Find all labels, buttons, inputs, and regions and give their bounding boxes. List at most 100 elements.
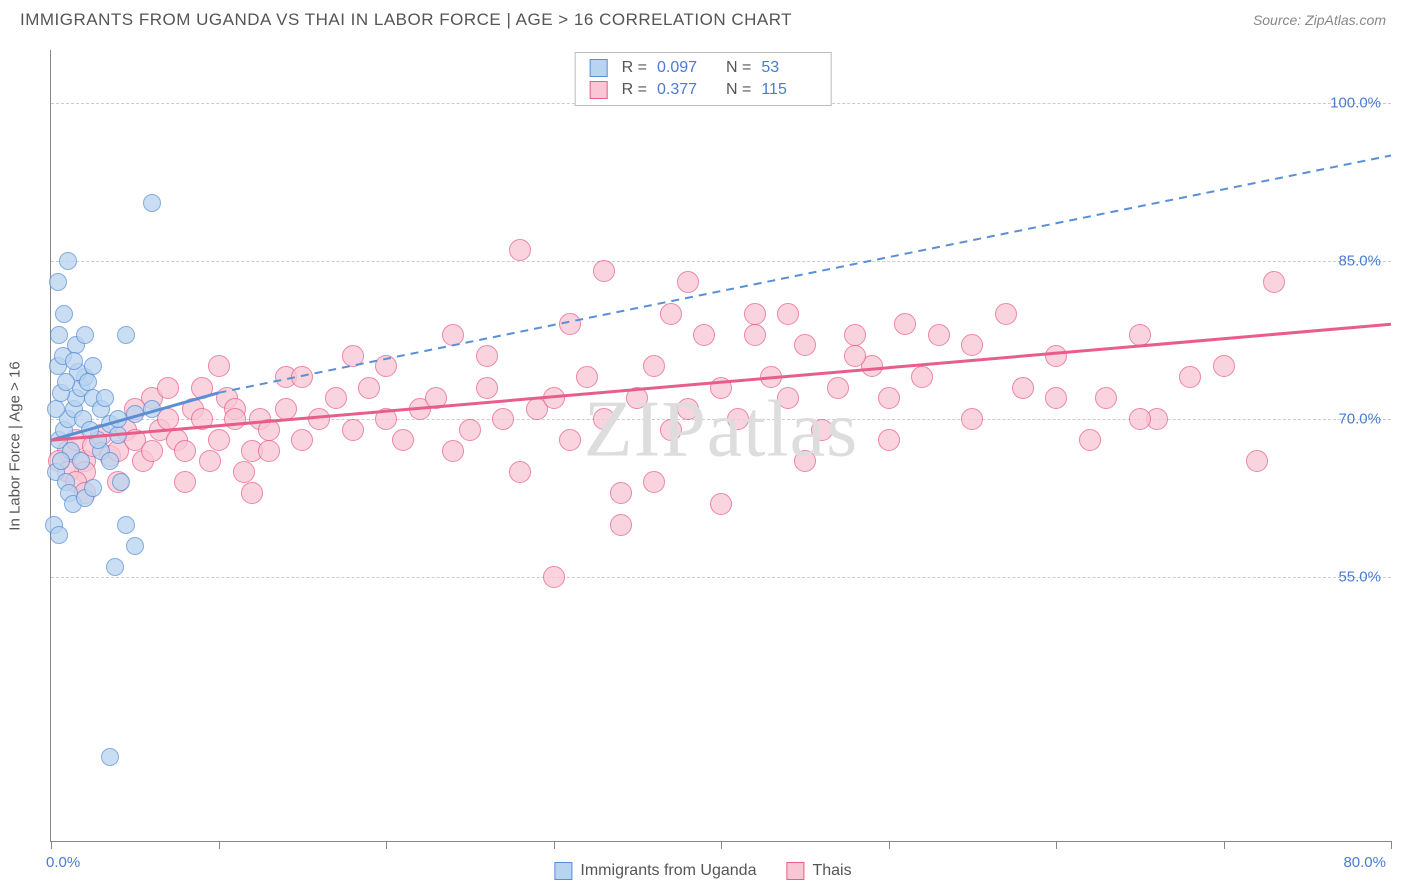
- data-point-thai: [325, 387, 347, 409]
- data-point-thai: [961, 408, 983, 430]
- swatch-series-1-b: [786, 862, 804, 880]
- data-point-thai: [626, 387, 648, 409]
- chart-plot-area: ZIPatlas 55.0%70.0%85.0%100.0%0.0%80.0%: [50, 50, 1391, 842]
- stat-r-value-1: 0.377: [657, 81, 712, 99]
- source-label: Source: ZipAtlas.com: [1253, 12, 1386, 28]
- data-point-thai: [894, 313, 916, 335]
- data-point-thai: [643, 355, 665, 377]
- data-point-thai: [291, 429, 313, 451]
- data-point-thai: [559, 429, 581, 451]
- data-point-thai: [576, 366, 598, 388]
- data-point-thai: [844, 324, 866, 346]
- data-point-thai: [961, 334, 983, 356]
- data-point-uganda: [126, 405, 144, 423]
- data-point-uganda: [50, 526, 68, 544]
- data-point-thai: [643, 471, 665, 493]
- x-tick: [1391, 841, 1392, 849]
- x-tick: [889, 841, 890, 849]
- data-point-uganda: [81, 421, 99, 439]
- data-point-thai: [677, 271, 699, 293]
- legend-item: Thais: [786, 862, 851, 880]
- data-point-thai: [492, 408, 514, 430]
- data-point-uganda: [109, 410, 127, 428]
- bottom-legend: Immigrants from Uganda Thais: [554, 862, 851, 880]
- x-tick-label-min: 0.0%: [46, 854, 80, 871]
- swatch-series-1: [590, 81, 608, 99]
- x-tick-label-max: 80.0%: [1343, 854, 1386, 871]
- data-point-thai: [1246, 450, 1268, 472]
- stats-row: R = 0.097 N = 53: [590, 57, 817, 79]
- data-point-thai: [1213, 355, 1235, 377]
- data-point-thai: [275, 398, 297, 420]
- data-point-thai: [459, 419, 481, 441]
- stat-n-value-0: 53: [761, 59, 816, 77]
- data-point-thai: [224, 408, 246, 430]
- data-point-uganda: [65, 352, 83, 370]
- swatch-series-0-b: [554, 862, 572, 880]
- data-point-uganda: [47, 400, 65, 418]
- data-point-thai: [174, 440, 196, 462]
- data-point-thai: [827, 377, 849, 399]
- data-point-uganda: [52, 452, 70, 470]
- data-point-uganda: [143, 194, 161, 212]
- data-point-thai: [358, 377, 380, 399]
- data-point-thai: [811, 419, 833, 441]
- data-point-thai: [878, 429, 900, 451]
- data-point-thai: [476, 377, 498, 399]
- data-point-thai: [233, 461, 255, 483]
- data-point-thai: [1129, 324, 1151, 346]
- data-point-thai: [1129, 408, 1151, 430]
- data-point-thai: [794, 450, 816, 472]
- y-axis-title: In Labor Force | Age > 16: [7, 361, 24, 530]
- swatch-series-0: [590, 59, 608, 77]
- data-point-thai: [241, 482, 263, 504]
- x-tick: [219, 841, 220, 849]
- gridline: [51, 261, 1391, 262]
- data-point-thai: [308, 408, 330, 430]
- data-point-thai: [442, 324, 464, 346]
- data-point-thai: [392, 429, 414, 451]
- x-tick: [721, 841, 722, 849]
- data-point-thai: [559, 313, 581, 335]
- data-point-thai: [157, 377, 179, 399]
- data-point-thai: [744, 303, 766, 325]
- data-point-thai: [1095, 387, 1117, 409]
- data-point-uganda: [101, 748, 119, 766]
- data-point-uganda: [84, 479, 102, 497]
- data-point-thai: [677, 398, 699, 420]
- stat-n-label: N =: [726, 59, 751, 77]
- data-point-thai: [509, 461, 531, 483]
- y-tick-label: 70.0%: [1338, 411, 1381, 428]
- data-point-thai: [509, 239, 531, 261]
- data-point-thai: [727, 408, 749, 430]
- data-point-thai: [425, 387, 447, 409]
- data-point-uganda: [57, 373, 75, 391]
- data-point-thai: [543, 387, 565, 409]
- data-point-thai: [476, 345, 498, 367]
- data-point-thai: [777, 387, 799, 409]
- data-point-uganda: [117, 516, 135, 534]
- data-point-thai: [710, 493, 732, 515]
- data-point-thai: [844, 345, 866, 367]
- stat-n-label: N =: [726, 81, 751, 99]
- data-point-uganda: [117, 326, 135, 344]
- data-point-thai: [1179, 366, 1201, 388]
- data-point-thai: [1079, 429, 1101, 451]
- data-point-thai: [375, 355, 397, 377]
- data-point-thai: [174, 471, 196, 493]
- data-point-thai: [760, 366, 782, 388]
- data-point-thai: [1045, 345, 1067, 367]
- data-point-uganda: [126, 537, 144, 555]
- chart-title: IMMIGRANTS FROM UGANDA VS THAI IN LABOR …: [20, 10, 792, 30]
- data-point-thai: [593, 408, 615, 430]
- data-point-thai: [157, 408, 179, 430]
- legend-label-1: Thais: [812, 862, 851, 880]
- data-point-uganda: [76, 326, 94, 344]
- data-point-thai: [660, 303, 682, 325]
- data-point-uganda: [72, 452, 90, 470]
- data-point-thai: [1263, 271, 1285, 293]
- data-point-thai: [744, 324, 766, 346]
- y-tick-label: 100.0%: [1330, 94, 1381, 111]
- data-point-thai: [610, 482, 632, 504]
- stat-n-value-1: 115: [761, 81, 816, 99]
